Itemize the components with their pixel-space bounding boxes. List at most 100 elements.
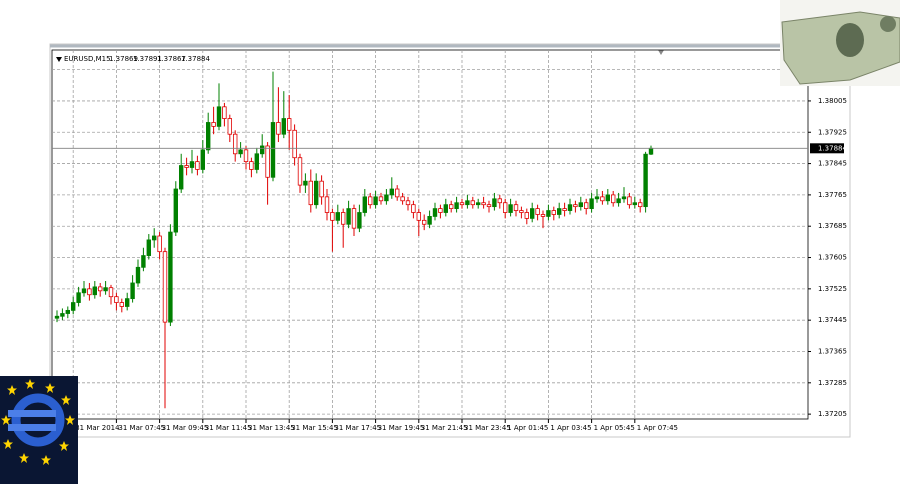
candle-body	[481, 202, 486, 206]
candle-body	[427, 216, 432, 225]
candle-body	[200, 149, 205, 170]
candle-body	[238, 149, 243, 155]
candle-body	[530, 208, 535, 219]
candle-body	[448, 204, 454, 209]
candle-body	[162, 251, 168, 323]
candle-body	[81, 288, 87, 294]
candle-body	[276, 122, 281, 135]
y-tick-label: 1.37765	[818, 191, 847, 199]
candle-body	[432, 208, 438, 217]
candle-body	[373, 196, 378, 206]
candle-body	[611, 194, 616, 204]
candle-body	[103, 287, 108, 292]
candle-body	[362, 196, 367, 213]
candle-body	[232, 133, 238, 155]
euro-bar	[8, 410, 56, 417]
header-arrow	[56, 57, 62, 62]
header-open: 1.37869	[109, 55, 138, 63]
candle-body	[513, 204, 519, 211]
euro-star	[65, 415, 75, 425]
candle-body	[594, 196, 600, 200]
candle-body	[189, 161, 195, 168]
euro-star	[19, 453, 29, 463]
candle-body	[351, 208, 357, 229]
candle-body	[411, 204, 416, 213]
candle-body	[378, 196, 384, 202]
candle-body	[416, 212, 421, 221]
candle-body	[114, 296, 119, 303]
x-tick-label: 31 Mar 19:45	[378, 424, 425, 432]
candle-body	[616, 198, 621, 204]
candle-body	[205, 122, 211, 151]
candle-body	[173, 188, 178, 233]
candle-body	[168, 231, 173, 323]
candle-body	[87, 288, 92, 296]
candle-body	[627, 196, 632, 206]
candle-body	[459, 202, 465, 206]
shift-marker	[658, 50, 664, 55]
y-tick-label: 1.37605	[818, 254, 847, 262]
y-tick-label: 1.37685	[818, 222, 847, 230]
candle-body	[146, 239, 151, 256]
x-tick-label: 31 Mar 07:45	[118, 424, 165, 432]
candle-body	[578, 202, 583, 208]
dollar-seal	[880, 16, 896, 32]
candle-body	[346, 208, 351, 225]
x-tick-label: 1 Apr 07:45	[637, 424, 678, 432]
candle-body	[443, 204, 448, 213]
header-close: 1.37884	[181, 55, 210, 63]
candle-body	[119, 302, 124, 307]
price-label-bg	[810, 143, 844, 154]
candle-body	[135, 266, 141, 284]
euro-ring	[11, 393, 65, 447]
candle-body	[54, 315, 60, 319]
y-tick-label: 1.37285	[818, 379, 847, 387]
euro-star	[41, 455, 51, 465]
candle-body	[303, 180, 308, 186]
candle-body	[621, 196, 627, 200]
x-tick-label: 31 Mar 11:45	[205, 424, 252, 432]
candle-body	[648, 147, 654, 155]
euro-star	[25, 379, 35, 389]
candle-body	[130, 282, 135, 300]
x-tick-label: 1 Apr 05:45	[594, 424, 635, 432]
candle-body	[227, 118, 232, 135]
y-tick-label: 1.37525	[818, 285, 847, 293]
window-frame	[49, 43, 851, 438]
candle-body	[389, 188, 394, 196]
price-label: 1.37884	[818, 144, 847, 152]
candle-body	[567, 204, 573, 211]
plot-frame	[51, 49, 809, 420]
candle-body	[184, 165, 189, 168]
plot-layer: 1.37205 1.37285 1.37365 1.37445 1.37525 1.376…	[52, 50, 847, 432]
candle-body	[281, 118, 286, 135]
candle-body	[497, 198, 502, 204]
euro-star	[45, 383, 55, 393]
candle-body	[535, 208, 540, 215]
x-tick-label: 1 Apr 03:45	[550, 424, 591, 432]
candle-body	[211, 122, 216, 127]
euro-star	[59, 441, 69, 451]
candle-body	[60, 313, 65, 317]
x-tick-label: 31 Mar 17:45	[334, 424, 381, 432]
candle-body	[502, 202, 508, 213]
euro-star	[1, 415, 11, 425]
candle-body	[421, 219, 427, 225]
candle-body	[216, 106, 222, 127]
candle-body	[519, 210, 524, 213]
candle-body	[151, 235, 157, 241]
candle-body	[638, 202, 643, 208]
candle-body	[384, 194, 389, 202]
candle-body	[584, 202, 589, 209]
candle-body	[330, 212, 335, 221]
candle-body	[340, 212, 346, 225]
candle-body	[465, 200, 470, 206]
x-tick-label: 31 Mar 2014	[75, 424, 120, 432]
x-tick-label: 31 Mar 13:45	[248, 424, 295, 432]
candle-body	[98, 286, 103, 292]
candle-body	[292, 129, 297, 159]
candle-body	[297, 157, 303, 186]
candle-body	[265, 145, 270, 178]
candle-body	[600, 196, 605, 202]
